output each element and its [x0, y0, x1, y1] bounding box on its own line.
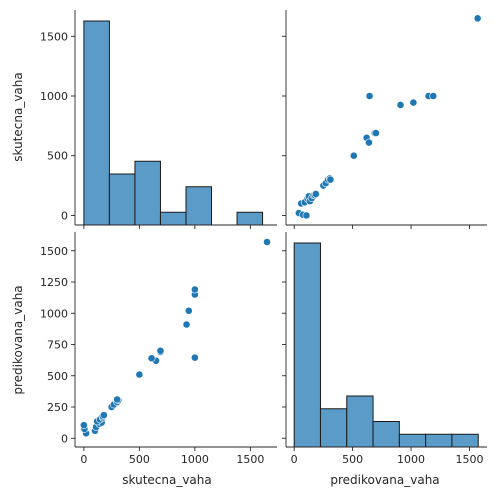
scatter-point-scatter-top-right-20 — [365, 92, 374, 100]
y-tick-label-scatter-bottom-left-3: 750 — [47, 339, 68, 352]
scatter-point-scatter-bottom-left-24 — [184, 306, 193, 315]
scatter-point-scatter-top-right-16 — [326, 175, 335, 184]
x-axis-label-col-1: predikovana_vaha — [330, 473, 439, 487]
y-tick-label-scatter-bottom-left-5: 1250 — [40, 276, 68, 289]
panel-hist-skutecna: 0 500 1000 1500 — [40, 10, 277, 229]
y-tick-label-scatter-bottom-left-2: 500 — [47, 370, 68, 383]
histogram-bar-predikovana_vaha-1 — [319, 408, 348, 448]
y-tick-label-hist-skutecna-1: 500 — [47, 150, 68, 163]
x-tick-label-scatter-bottom-left-0: 0 — [80, 453, 87, 466]
scatter-point-scatter-bottom-left-19 — [147, 354, 156, 363]
histogram-bar-skutecna_vaha-6 — [236, 211, 264, 226]
x-tick-label-hist-predikovana-3: 1500 — [455, 453, 483, 466]
y-tick-label-scatter-bottom-left-4: 1000 — [40, 307, 68, 320]
panel-hist-predikovana: 0 500 1000 1500 — [282, 232, 487, 466]
x-tick-label-scatter-bottom-left-1: 500 — [129, 453, 150, 466]
panel-scatter-bottom-left: 0 250 500 750 1000 1250 1500 0 500 1000 1500 — [40, 232, 277, 466]
histogram-bar-predikovana_vaha-2 — [346, 395, 374, 448]
scatter-point-scatter-bottom-left-16 — [113, 395, 122, 404]
scatter-point-scatter-top-right-17 — [349, 151, 358, 160]
histogram-bar-skutecna_vaha-0 — [83, 20, 110, 226]
y-tick-label-hist-skutecna-0: 0 — [61, 209, 68, 222]
scatter-point-scatter-bottom-left-17 — [135, 370, 144, 379]
histogram-bar-skutecna_vaha-3 — [159, 211, 187, 226]
scatter-point-scatter-top-right-4 — [302, 211, 311, 220]
y-tick-label-hist-skutecna-2: 1000 — [40, 90, 68, 103]
scatter-point-scatter-top-right-23 — [396, 101, 405, 109]
histogram-bar-predikovana_vaha-5 — [425, 433, 453, 448]
scatter-point-scatter-bottom-left-20 — [190, 353, 199, 362]
y-tick-label-scatter-bottom-left-1: 250 — [47, 401, 68, 414]
scatter-point-scatter-bottom-left-23 — [182, 320, 191, 329]
scatter-point-scatter-top-right-19 — [365, 138, 373, 147]
scatter-point-scatter-top-right-24 — [409, 98, 418, 107]
x-tick-label-hist-predikovana-1: 500 — [342, 453, 363, 466]
y-axis-label-row-1: predikovana_vaha — [11, 285, 25, 394]
scatter-point-scatter-bottom-left-11 — [99, 411, 108, 420]
scatter-point-scatter-top-right-11 — [311, 190, 320, 198]
histogram-bar-predikovana_vaha-0 — [293, 242, 321, 448]
histogram-bar-predikovana_vaha-6 — [451, 433, 479, 448]
panel-scatter-top-right — [282, 10, 487, 229]
x-tick-label-hist-predikovana-2: 1000 — [397, 453, 425, 466]
histogram-bar-skutecna_vaha-4 — [185, 186, 213, 226]
scatter-point-scatter-top-right-22 — [372, 129, 380, 137]
histogram-bar-predikovana_vaha-4 — [398, 433, 427, 448]
y-tick-label-scatter-bottom-left-6: 1500 — [40, 245, 68, 258]
histogram-bar-skutecna_vaha-2 — [134, 160, 161, 226]
panels-layer: 0 500 1000 1500 0 250 500 750 1000 1250 1500 0 500 10… — [40, 10, 487, 466]
y-tick-label-hist-skutecna-3: 1500 — [40, 30, 68, 43]
scatter-point-scatter-top-right-27 — [473, 14, 482, 23]
y-axis-label-row-0: skutecna_vaha — [11, 72, 25, 162]
scatter-point-scatter-bottom-left-22 — [156, 346, 165, 355]
scatter-point-scatter-bottom-left-26 — [190, 285, 199, 294]
x-axis-label-col-0: skutecna_vaha — [122, 473, 212, 487]
y-tick-label-scatter-bottom-left-0: 0 — [61, 432, 68, 445]
x-tick-label-hist-predikovana-0: 0 — [291, 453, 298, 466]
histogram-bar-predikovana_vaha-3 — [372, 421, 400, 448]
scatter-point-scatter-bottom-left-4 — [79, 421, 88, 430]
scatter-point-scatter-top-right-26 — [429, 92, 438, 100]
x-tick-label-scatter-bottom-left-3: 1500 — [236, 453, 264, 466]
x-tick-label-scatter-bottom-left-2: 1000 — [181, 453, 209, 466]
histogram-bar-skutecna_vaha-1 — [108, 173, 136, 226]
scatter-point-scatter-bottom-left-27 — [263, 238, 271, 246]
